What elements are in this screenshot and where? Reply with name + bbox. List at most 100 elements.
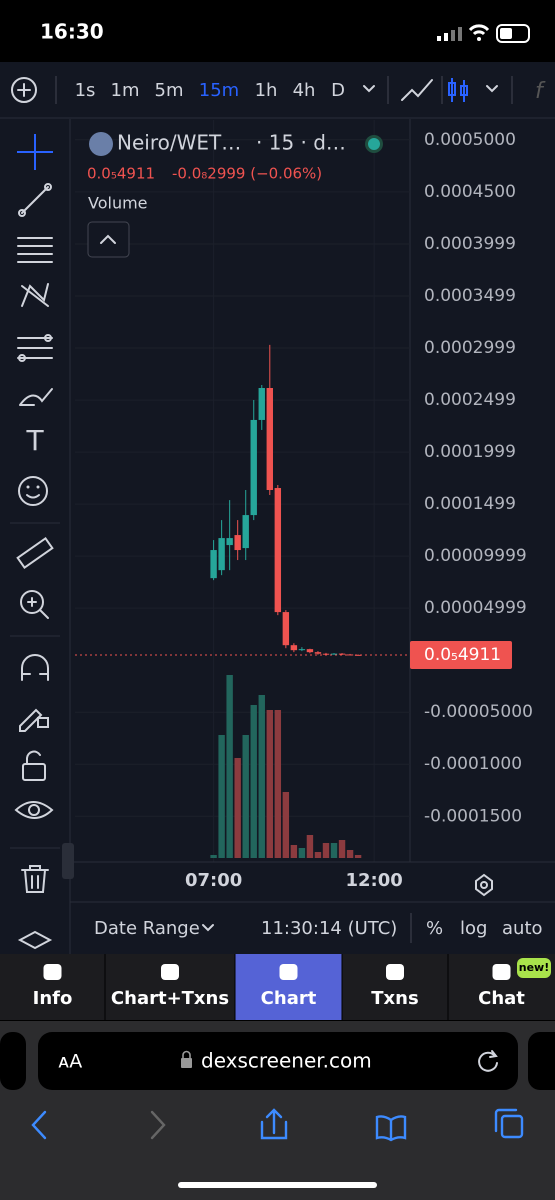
- candle-body: [322, 653, 330, 655]
- badge: [517, 958, 551, 978]
- tab[interactable]: [342, 954, 448, 1020]
- interval-button[interactable]: 1h: [255, 80, 278, 101]
- y-tick-label: 0.0001999: [424, 442, 516, 462]
- status-dot: [368, 138, 380, 150]
- volume-bar: [354, 855, 362, 858]
- candle-body: [330, 653, 338, 655]
- legend-price: 0.0₅4911: [87, 165, 155, 183]
- drawing-tools[interactable]: T: [10, 134, 60, 950]
- y-tick-label: 0.00004999: [424, 598, 527, 618]
- lock-icon: [181, 1050, 192, 1068]
- svg-text:f: f: [535, 79, 546, 104]
- interval-button[interactable]: 1m: [111, 80, 140, 101]
- y-tick-label: -0.00005000: [424, 702, 533, 722]
- volume-bar: [258, 695, 265, 858]
- volume-bar: [290, 845, 298, 858]
- tab-icon: [279, 964, 298, 980]
- candle-body: [298, 649, 306, 651]
- tab[interactable]: [105, 954, 235, 1020]
- interval-button[interactable]: D: [331, 80, 345, 101]
- candle-body: [250, 419, 257, 516]
- volume-bar: [218, 735, 225, 858]
- last-price-label: 0.0₅4911: [424, 645, 501, 665]
- date-range-caret: [202, 924, 214, 932]
- log-toggle[interactable]: log: [460, 918, 487, 939]
- y-tick-label: -0.0001000: [424, 754, 522, 774]
- status-icons: [437, 24, 530, 43]
- interval-button[interactable]: 4h: [293, 80, 316, 101]
- candle-body: [306, 649, 314, 653]
- x-tick-label: 12:00: [345, 870, 402, 891]
- volume-bar: [274, 710, 282, 858]
- tab-label[interactable]: Txns: [371, 988, 418, 1009]
- tab-label[interactable]: Chart+Txns: [111, 988, 229, 1009]
- prev-tab[interactable]: [0, 1032, 26, 1090]
- y-tick-label: -0.0001500: [424, 806, 522, 826]
- interval-button[interactable]: 15m: [199, 80, 239, 101]
- chart-type-buttons[interactable]: f: [363, 76, 546, 104]
- tab-label[interactable]: Chart: [261, 988, 317, 1009]
- candle-body: [242, 515, 249, 549]
- x-tick-label: 07:00: [185, 870, 242, 891]
- url: dexscreener.com: [201, 1049, 372, 1073]
- text-size-button[interactable]: ᴀA: [58, 1051, 82, 1073]
- tab-label[interactable]: Chat: [478, 988, 525, 1009]
- grid: [75, 120, 410, 862]
- settings-button[interactable]: [475, 873, 493, 897]
- tab[interactable]: [0, 954, 105, 1020]
- address-bar[interactable]: [38, 1032, 518, 1090]
- candle-body: [266, 388, 273, 490]
- tab-label[interactable]: Info: [33, 988, 73, 1009]
- candles: [210, 344, 362, 656]
- y-tick-label: 0.0002999: [424, 338, 516, 358]
- tab-icon: [161, 964, 179, 980]
- next-tab[interactable]: [528, 1032, 555, 1090]
- interval-button[interactable]: 5m: [155, 80, 184, 101]
- interval-button[interactable]: 1s: [75, 80, 96, 101]
- y-tick-label: 0.0001499: [424, 494, 516, 514]
- candle-body: [314, 652, 322, 654]
- date-range-button[interactable]: Date Range: [94, 918, 200, 939]
- candle-body: [290, 645, 298, 651]
- legend-change: -0.0₈2999 (−0.06%): [172, 165, 322, 183]
- tab-icon: [386, 964, 404, 980]
- token-icon: [89, 132, 113, 156]
- pair-title: Neiro/WET…: [117, 131, 241, 155]
- status-bar: [0, 0, 555, 62]
- svg-text:T: T: [25, 424, 44, 457]
- percent-toggle[interactable]: %: [426, 918, 443, 939]
- volume-bar: [226, 675, 233, 858]
- badge-label: new!: [519, 961, 549, 974]
- collapse-legend[interactable]: [87, 221, 130, 258]
- candle-body: [282, 612, 290, 646]
- auto-toggle[interactable]: auto: [502, 918, 543, 939]
- tabs: Info Chart+Txns Chart Txns Chat new!: [0, 954, 555, 1020]
- reload-button[interactable]: [478, 1050, 498, 1072]
- browser-nav[interactable]: [31, 1108, 524, 1142]
- candle-body: [210, 550, 217, 579]
- volume-bar: [338, 840, 346, 858]
- volume-bar: [250, 705, 257, 858]
- tab-icon: [492, 964, 511, 980]
- volume-bar: [330, 843, 338, 858]
- tab-icon: [43, 964, 62, 980]
- last-price-tag: [410, 641, 512, 670]
- intervals: 1s 1m 5m 15m 1h 4h D: [75, 80, 345, 101]
- volume-bar: [322, 843, 330, 858]
- y-tick-label: 0.0005000: [424, 130, 516, 150]
- collapse-handle[interactable]: [62, 843, 74, 879]
- candle-body: [338, 653, 346, 655]
- add-button[interactable]: [11, 77, 37, 103]
- y-tick-label: 0.00009999: [424, 546, 527, 566]
- volume-bar: [210, 855, 217, 858]
- clock: 11:30:14 (UTC): [261, 918, 397, 939]
- candle-body: [218, 538, 225, 571]
- volume-bar: [298, 848, 306, 858]
- tab[interactable]: [235, 954, 342, 1020]
- candle-body: [234, 535, 241, 551]
- volume-bar: [266, 710, 273, 858]
- candle-body: [258, 388, 265, 420]
- volume-bar: [234, 758, 241, 858]
- toolbar: [0, 62, 555, 118]
